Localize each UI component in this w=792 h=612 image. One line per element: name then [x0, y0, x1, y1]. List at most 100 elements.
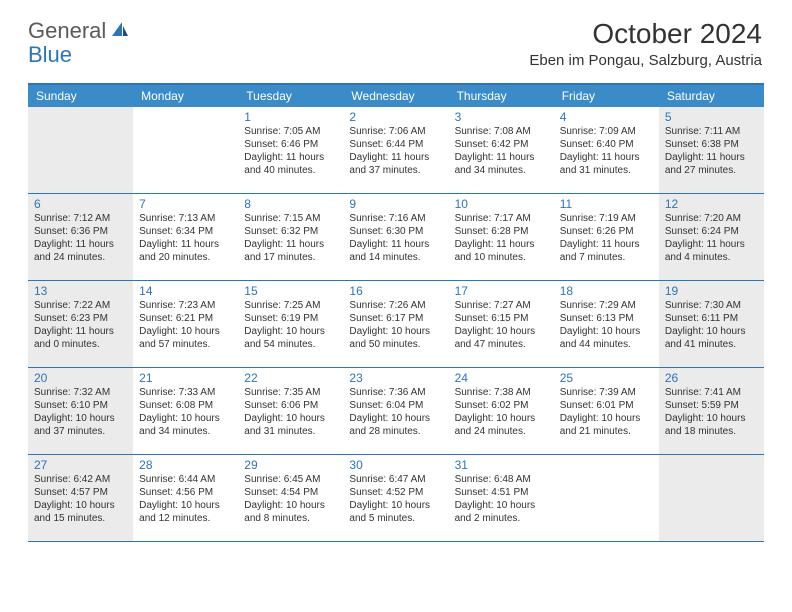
- sunset-text: Sunset: 6:11 PM: [665, 313, 758, 326]
- calendar-cell: 17Sunrise: 7:27 AMSunset: 6:15 PMDayligh…: [449, 281, 554, 367]
- day-number: 7: [139, 197, 232, 212]
- sunrise-text: Sunrise: 6:47 AM: [349, 474, 442, 487]
- sunrise-text: Sunrise: 7:11 AM: [665, 126, 758, 139]
- sunrise-text: Sunrise: 7:29 AM: [560, 300, 653, 313]
- day-number: 1: [244, 110, 337, 125]
- day-number: 8: [244, 197, 337, 212]
- calendar-cell: 13Sunrise: 7:22 AMSunset: 6:23 PMDayligh…: [28, 281, 133, 367]
- calendar-cell: 4Sunrise: 7:09 AMSunset: 6:40 PMDaylight…: [554, 107, 659, 193]
- sunrise-text: Sunrise: 7:35 AM: [244, 387, 337, 400]
- calendar-cell: 16Sunrise: 7:26 AMSunset: 6:17 PMDayligh…: [343, 281, 448, 367]
- sunset-text: Sunset: 4:56 PM: [139, 487, 232, 500]
- sunset-text: Sunset: 6:13 PM: [560, 313, 653, 326]
- calendar-cell: 23Sunrise: 7:36 AMSunset: 6:04 PMDayligh…: [343, 368, 448, 454]
- sunset-text: Sunset: 4:57 PM: [34, 487, 127, 500]
- day-number: 2: [349, 110, 442, 125]
- sunrise-text: Sunrise: 7:41 AM: [665, 387, 758, 400]
- day-header-wednesday: Wednesday: [343, 85, 448, 107]
- day-number: 3: [455, 110, 548, 125]
- sunrise-text: Sunrise: 7:39 AM: [560, 387, 653, 400]
- calendar-cell: 27Sunrise: 6:42 AMSunset: 4:57 PMDayligh…: [28, 455, 133, 541]
- daylight-text: Daylight: 11 hours and 0 minutes.: [34, 326, 127, 352]
- sunset-text: Sunset: 5:59 PM: [665, 400, 758, 413]
- day-header-friday: Friday: [554, 85, 659, 107]
- day-number: 5: [665, 110, 758, 125]
- daylight-text: Daylight: 10 hours and 5 minutes.: [349, 500, 442, 526]
- daylight-text: Daylight: 10 hours and 57 minutes.: [139, 326, 232, 352]
- calendar-cell: 18Sunrise: 7:29 AMSunset: 6:13 PMDayligh…: [554, 281, 659, 367]
- sunrise-text: Sunrise: 6:44 AM: [139, 474, 232, 487]
- calendar-cell: 11Sunrise: 7:19 AMSunset: 6:26 PMDayligh…: [554, 194, 659, 280]
- calendar-cell: 6Sunrise: 7:12 AMSunset: 6:36 PMDaylight…: [28, 194, 133, 280]
- location: Eben im Pongau, Salzburg, Austria: [529, 52, 762, 69]
- sunset-text: Sunset: 6:21 PM: [139, 313, 232, 326]
- daylight-text: Daylight: 11 hours and 34 minutes.: [455, 152, 548, 178]
- daylight-text: Daylight: 10 hours and 47 minutes.: [455, 326, 548, 352]
- sunset-text: Sunset: 6:01 PM: [560, 400, 653, 413]
- daylight-text: Daylight: 10 hours and 2 minutes.: [455, 500, 548, 526]
- title-block: October 2024 Eben im Pongau, Salzburg, A…: [529, 18, 762, 69]
- day-number: 13: [34, 284, 127, 299]
- month-title: October 2024: [529, 18, 762, 50]
- daylight-text: Daylight: 11 hours and 10 minutes.: [455, 239, 548, 265]
- day-header-saturday: Saturday: [659, 85, 764, 107]
- sunrise-text: Sunrise: 7:30 AM: [665, 300, 758, 313]
- daylight-text: Daylight: 10 hours and 41 minutes.: [665, 326, 758, 352]
- day-number: 29: [244, 458, 337, 473]
- calendar-cell: 24Sunrise: 7:38 AMSunset: 6:02 PMDayligh…: [449, 368, 554, 454]
- sunset-text: Sunset: 6:32 PM: [244, 226, 337, 239]
- sunset-text: Sunset: 6:46 PM: [244, 139, 337, 152]
- calendar-cell: 15Sunrise: 7:25 AMSunset: 6:19 PMDayligh…: [238, 281, 343, 367]
- day-header-thursday: Thursday: [449, 85, 554, 107]
- sunrise-text: Sunrise: 7:09 AM: [560, 126, 653, 139]
- daylight-text: Daylight: 11 hours and 4 minutes.: [665, 239, 758, 265]
- day-number: 15: [244, 284, 337, 299]
- day-number: 10: [455, 197, 548, 212]
- day-number: 17: [455, 284, 548, 299]
- daylight-text: Daylight: 11 hours and 40 minutes.: [244, 152, 337, 178]
- daylight-text: Daylight: 10 hours and 28 minutes.: [349, 413, 442, 439]
- sunset-text: Sunset: 6:15 PM: [455, 313, 548, 326]
- day-number: 28: [139, 458, 232, 473]
- daylight-text: Daylight: 10 hours and 21 minutes.: [560, 413, 653, 439]
- calendar-cell: 22Sunrise: 7:35 AMSunset: 6:06 PMDayligh…: [238, 368, 343, 454]
- calendar-cell: 10Sunrise: 7:17 AMSunset: 6:28 PMDayligh…: [449, 194, 554, 280]
- sunrise-text: Sunrise: 7:32 AM: [34, 387, 127, 400]
- sunset-text: Sunset: 4:52 PM: [349, 487, 442, 500]
- calendar: Sunday Monday Tuesday Wednesday Thursday…: [28, 83, 764, 542]
- day-number: 11: [560, 197, 653, 212]
- daylight-text: Daylight: 10 hours and 34 minutes.: [139, 413, 232, 439]
- sunrise-text: Sunrise: 7:13 AM: [139, 213, 232, 226]
- day-number: 16: [349, 284, 442, 299]
- sunrise-text: Sunrise: 7:15 AM: [244, 213, 337, 226]
- daylight-text: Daylight: 10 hours and 37 minutes.: [34, 413, 127, 439]
- daylight-text: Daylight: 11 hours and 14 minutes.: [349, 239, 442, 265]
- day-header-monday: Monday: [133, 85, 238, 107]
- sunrise-text: Sunrise: 6:42 AM: [34, 474, 127, 487]
- daylight-text: Daylight: 11 hours and 17 minutes.: [244, 239, 337, 265]
- sunset-text: Sunset: 6:34 PM: [139, 226, 232, 239]
- calendar-cell: 28Sunrise: 6:44 AMSunset: 4:56 PMDayligh…: [133, 455, 238, 541]
- sunrise-text: Sunrise: 7:27 AM: [455, 300, 548, 313]
- sunset-text: Sunset: 6:06 PM: [244, 400, 337, 413]
- sunrise-text: Sunrise: 7:38 AM: [455, 387, 548, 400]
- calendar-cell: 20Sunrise: 7:32 AMSunset: 6:10 PMDayligh…: [28, 368, 133, 454]
- day-number: 25: [560, 371, 653, 386]
- day-number: 31: [455, 458, 548, 473]
- daylight-text: Daylight: 11 hours and 37 minutes.: [349, 152, 442, 178]
- day-number: 23: [349, 371, 442, 386]
- day-number: 19: [665, 284, 758, 299]
- day-headers-row: Sunday Monday Tuesday Wednesday Thursday…: [28, 85, 764, 107]
- day-number: 22: [244, 371, 337, 386]
- sunset-text: Sunset: 6:28 PM: [455, 226, 548, 239]
- calendar-cell: 29Sunrise: 6:45 AMSunset: 4:54 PMDayligh…: [238, 455, 343, 541]
- sunrise-text: Sunrise: 7:20 AM: [665, 213, 758, 226]
- sunrise-text: Sunrise: 7:05 AM: [244, 126, 337, 139]
- sunrise-text: Sunrise: 7:16 AM: [349, 213, 442, 226]
- sunrise-text: Sunrise: 7:33 AM: [139, 387, 232, 400]
- sunset-text: Sunset: 6:02 PM: [455, 400, 548, 413]
- sunrise-text: Sunrise: 7:17 AM: [455, 213, 548, 226]
- sunrise-text: Sunrise: 7:06 AM: [349, 126, 442, 139]
- week-row: 13Sunrise: 7:22 AMSunset: 6:23 PMDayligh…: [28, 281, 764, 368]
- day-number: 26: [665, 371, 758, 386]
